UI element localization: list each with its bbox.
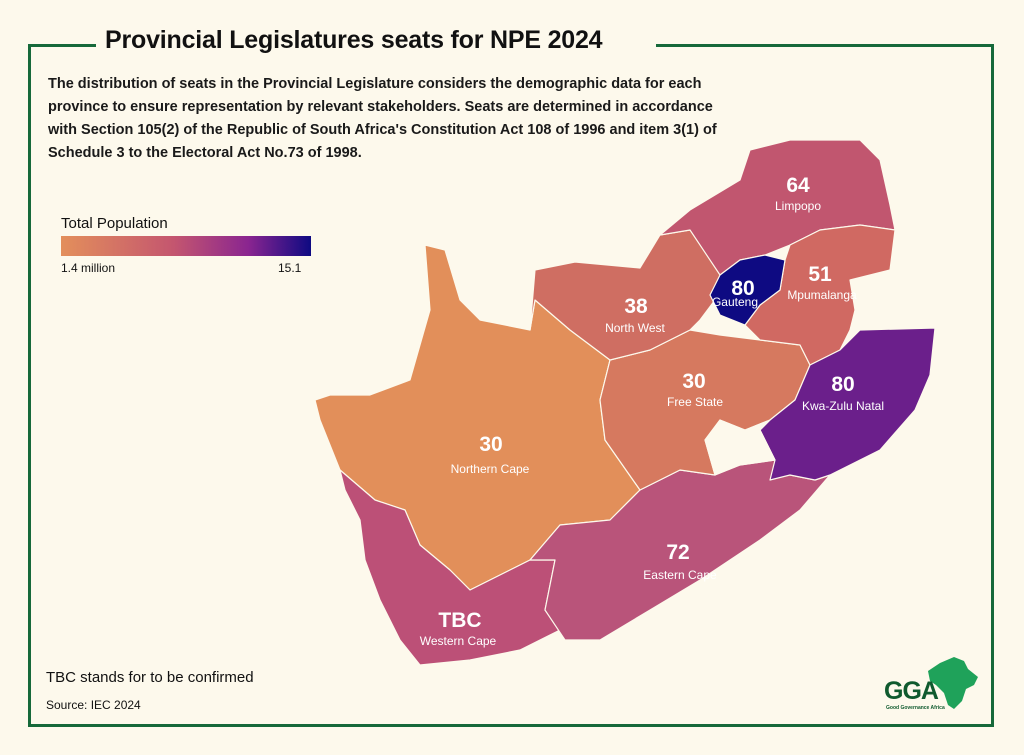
province-gauteng	[709, 254, 786, 326]
province-labels: 64 Limpopo 51 Mpumalanga 80 Gauteng 38 N…	[420, 174, 884, 648]
seats-north-west: 38	[624, 295, 648, 318]
description: The distribution of seats in the Provinc…	[48, 76, 717, 161]
legend-gradient	[61, 236, 311, 256]
seats-western-cape: TBC	[438, 609, 481, 632]
seats-kwazulu-natal: 80	[831, 373, 854, 396]
name-eastern-cape: Eastern Cape	[643, 568, 717, 582]
legend-title: Total Population	[61, 215, 168, 232]
seats-limpopo: 64	[786, 174, 810, 197]
seats-gauteng: 80	[731, 277, 754, 300]
name-gauteng: Gauteng	[712, 295, 758, 309]
africa-logo-icon	[928, 657, 978, 709]
tbc-note: TBC stands for to be confirmed	[46, 669, 254, 686]
name-limpopo: Limpopo	[775, 199, 821, 213]
seats-northern-cape: 30	[479, 433, 502, 456]
frame-border	[28, 45, 994, 727]
name-kwazulu-natal: Kwa-Zulu Natal	[802, 399, 884, 413]
source: Source: IEC 2024	[46, 698, 141, 712]
name-northern-cape: Northern Cape	[451, 462, 530, 476]
seats-free-state: 30	[682, 370, 705, 393]
name-free-state: Free State	[667, 395, 723, 409]
name-western-cape: Western Cape	[420, 634, 497, 648]
name-north-west: North West	[605, 321, 665, 335]
legend-min: 1.4 million	[61, 261, 116, 275]
logo-text: GGA	[884, 677, 939, 705]
lesotho	[704, 419, 776, 476]
name-mpumalanga: Mpumalanga	[787, 288, 857, 302]
seats-mpumalanga: 51	[808, 263, 832, 286]
legend-max: 15.1	[278, 261, 302, 275]
frame-top-left	[28, 44, 96, 47]
page-title: Provincial Legislatures seats for NPE 20…	[105, 26, 603, 54]
logo-subtitle: Good Governance Africa	[886, 705, 945, 711]
seats-eastern-cape: 72	[666, 541, 689, 564]
frame-top-right	[656, 44, 994, 47]
